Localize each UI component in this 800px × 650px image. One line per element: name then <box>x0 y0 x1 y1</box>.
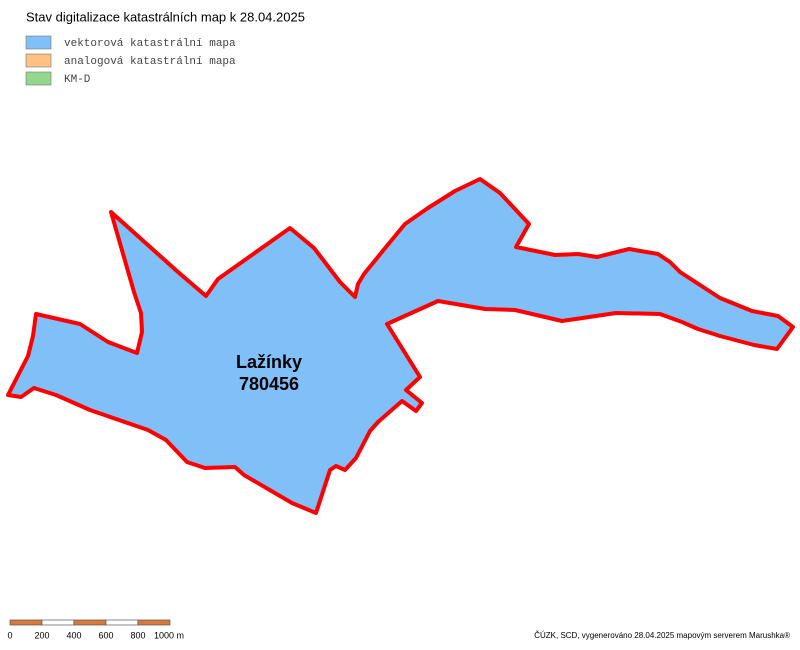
footer-credit: ČÚZK, SCD, vygenerováno 28.04.2025 mapov… <box>534 631 790 640</box>
scale-segment <box>73 619 107 626</box>
scale-label: 600 <box>98 630 113 640</box>
legend-swatch <box>25 71 52 86</box>
scale-segment <box>137 619 171 626</box>
scale-segment <box>105 619 139 626</box>
cadastral-area <box>6 177 795 515</box>
scale-label: 800 <box>130 630 145 640</box>
legend: vektorová katastrální mapa analogová kata… <box>25 35 236 86</box>
scale-label: 200 <box>34 630 49 640</box>
scale-segment <box>41 619 75 626</box>
map-title: Stav digitalizace katastrálních map k 28… <box>26 9 305 24</box>
legend-label: KM-D <box>64 74 91 86</box>
scale-label: 400 <box>66 630 81 640</box>
legend-label: analogová katastrální mapa <box>64 56 236 68</box>
scale-bar: 0 200 400 600 800 1000 m <box>7 619 184 640</box>
scale-label: 1000 m <box>154 630 184 640</box>
legend-swatch <box>25 35 52 50</box>
legend-swatch <box>25 53 52 68</box>
scale-label: 0 <box>7 630 12 640</box>
scale-segment <box>9 619 43 626</box>
area-name: Lažínky <box>236 352 302 372</box>
area-code: 780456 <box>239 374 299 394</box>
legend-label: vektorová katastrální mapa <box>64 38 236 50</box>
